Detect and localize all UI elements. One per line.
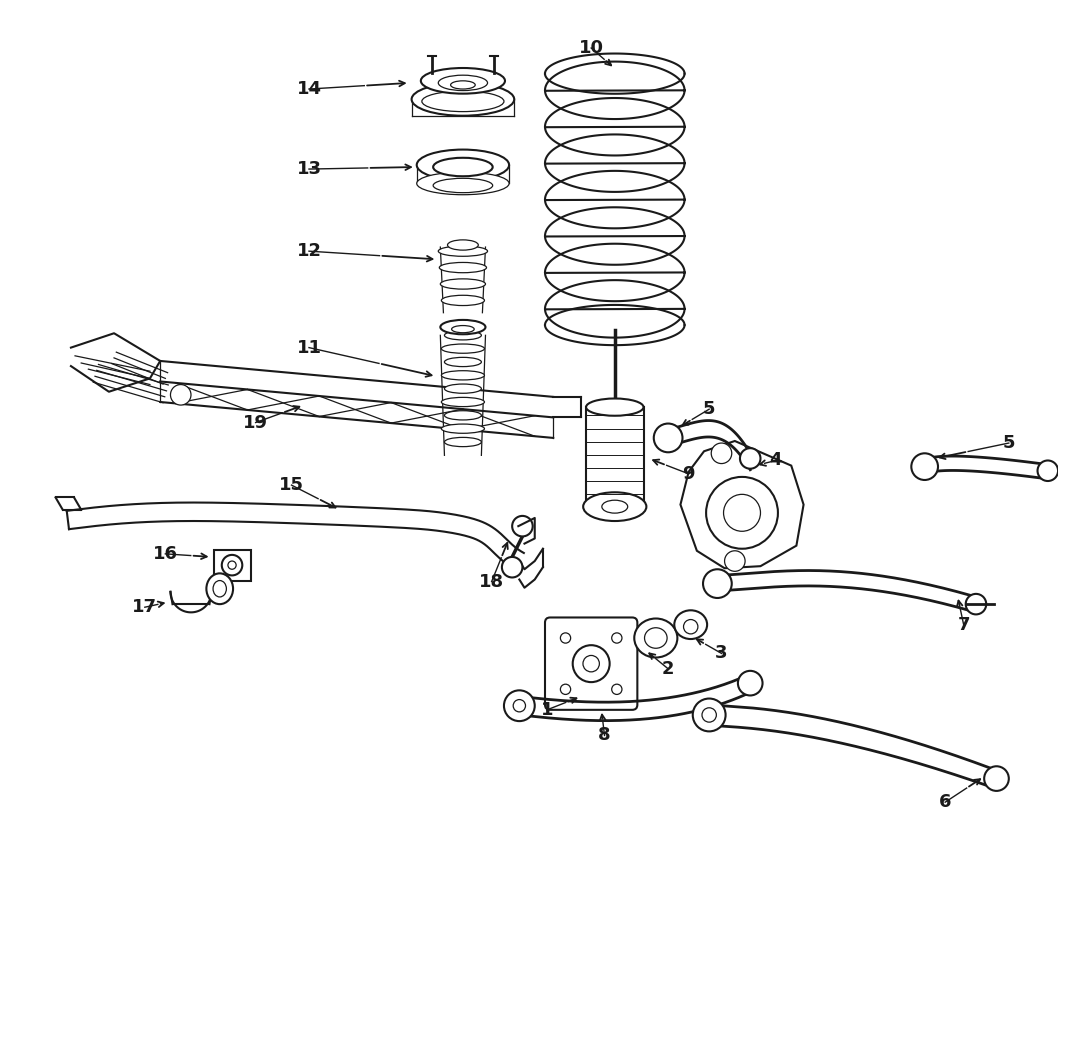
Text: 4: 4 [770,451,783,469]
Ellipse shape [421,68,505,94]
Polygon shape [680,441,803,568]
Circle shape [228,561,237,569]
Text: 11: 11 [296,339,322,357]
Ellipse shape [439,262,486,272]
Ellipse shape [416,173,509,194]
Ellipse shape [445,358,482,366]
Text: 7: 7 [957,616,970,633]
Circle shape [504,691,535,721]
Ellipse shape [422,92,504,111]
Text: 15: 15 [279,476,304,494]
Text: 3: 3 [715,645,728,662]
Circle shape [725,551,746,571]
Circle shape [560,633,571,643]
Ellipse shape [213,580,227,597]
Ellipse shape [583,492,646,521]
Circle shape [583,655,600,672]
Ellipse shape [445,411,482,420]
Text: 14: 14 [296,80,322,98]
Ellipse shape [416,150,509,180]
Text: 5: 5 [1003,434,1015,452]
Ellipse shape [440,279,485,289]
Text: 13: 13 [296,160,322,178]
Ellipse shape [440,320,485,334]
Circle shape [984,766,1009,790]
Text: 5: 5 [703,400,715,418]
FancyBboxPatch shape [586,407,643,501]
Text: 17: 17 [132,598,157,617]
Text: 6: 6 [938,794,952,811]
Circle shape [693,699,726,731]
FancyBboxPatch shape [545,618,638,710]
Ellipse shape [412,83,514,115]
Ellipse shape [445,331,482,340]
Circle shape [683,620,698,634]
Circle shape [611,633,622,643]
Ellipse shape [675,610,707,639]
Ellipse shape [441,397,484,407]
Ellipse shape [451,326,474,333]
Ellipse shape [634,619,677,657]
Text: 12: 12 [296,242,322,260]
Ellipse shape [448,240,479,251]
Text: 16: 16 [153,545,178,563]
Circle shape [740,448,761,469]
Ellipse shape [445,384,482,393]
Circle shape [911,453,938,480]
Text: 8: 8 [598,727,610,745]
Circle shape [170,385,191,405]
Text: 10: 10 [579,38,604,57]
Ellipse shape [445,438,482,446]
Circle shape [703,569,731,598]
Circle shape [702,708,716,722]
Ellipse shape [433,158,493,176]
Text: 2: 2 [662,659,675,678]
Ellipse shape [438,75,487,90]
Circle shape [1038,461,1058,482]
Ellipse shape [438,246,487,256]
Ellipse shape [586,398,643,416]
Circle shape [738,671,763,696]
Circle shape [572,645,609,682]
Text: 9: 9 [682,465,695,483]
Ellipse shape [441,344,484,354]
Ellipse shape [644,628,667,648]
Ellipse shape [206,573,233,604]
Circle shape [512,516,533,537]
Circle shape [221,555,242,575]
Circle shape [501,557,522,577]
Ellipse shape [602,500,628,513]
FancyBboxPatch shape [214,550,251,580]
Ellipse shape [441,370,484,380]
Circle shape [712,443,731,464]
Text: 1: 1 [541,701,554,719]
Text: 19: 19 [243,414,268,432]
Ellipse shape [441,424,484,434]
Circle shape [654,423,682,452]
Ellipse shape [450,81,475,89]
Ellipse shape [433,178,493,192]
Circle shape [513,700,525,712]
Ellipse shape [441,295,484,306]
Text: 18: 18 [480,573,505,591]
Circle shape [560,684,571,695]
Circle shape [966,594,986,615]
Circle shape [724,494,761,531]
Circle shape [611,684,622,695]
Circle shape [706,477,778,549]
